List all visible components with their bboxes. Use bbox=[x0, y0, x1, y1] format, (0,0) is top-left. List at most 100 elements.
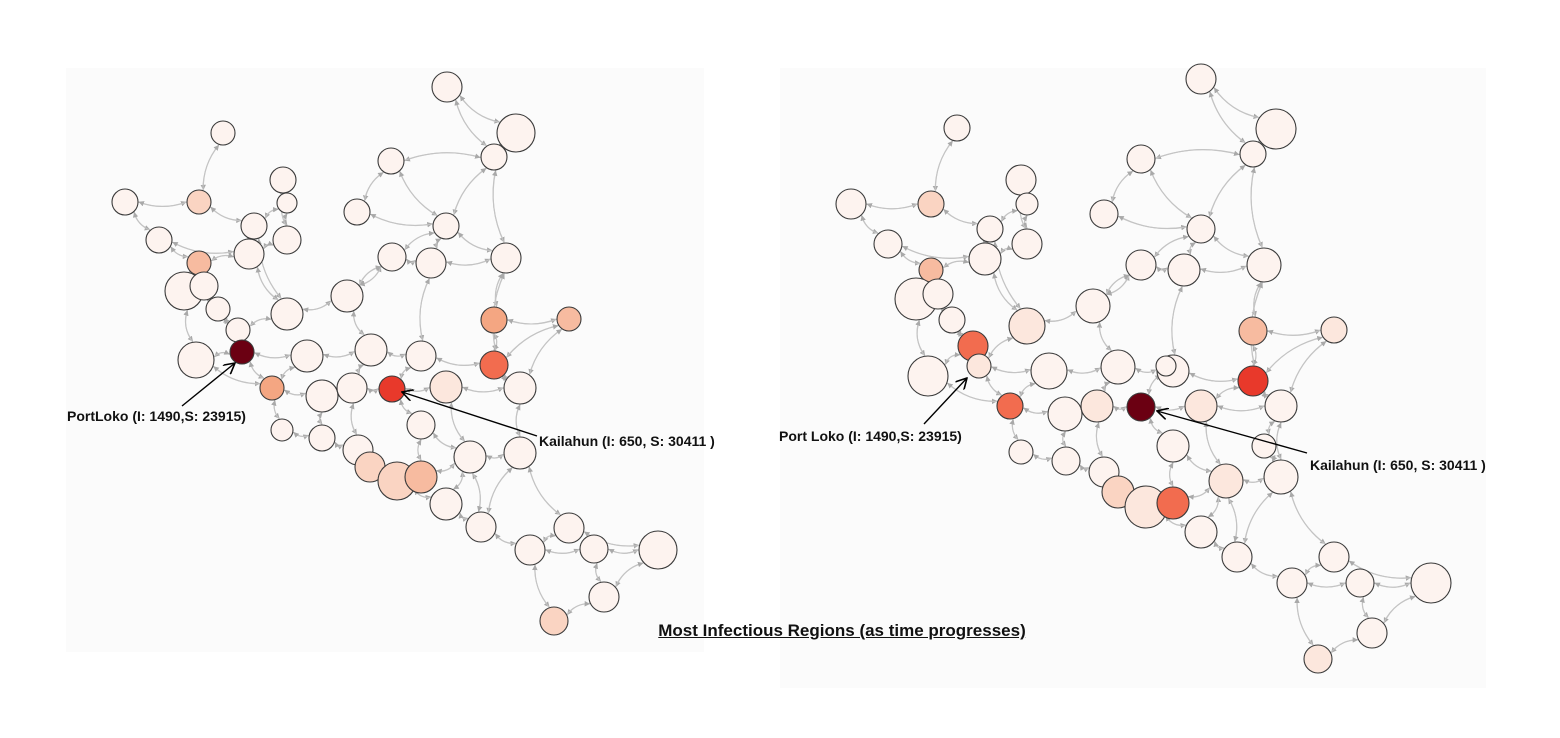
left-region-node bbox=[276, 192, 298, 214]
right-edge bbox=[1189, 242, 1196, 256]
left-region-node bbox=[354, 333, 388, 367]
left-edge bbox=[264, 206, 279, 219]
right-region-node bbox=[1080, 389, 1114, 423]
left-edge bbox=[459, 95, 501, 124]
left-edge bbox=[528, 329, 562, 376]
right-edge bbox=[1154, 149, 1240, 159]
right-portloko-arrow bbox=[923, 378, 967, 425]
left-region-node bbox=[429, 370, 463, 404]
right-network-graph bbox=[835, 63, 1452, 674]
right-edge bbox=[1044, 310, 1078, 325]
right-edge bbox=[1382, 595, 1416, 624]
right-edge bbox=[1105, 273, 1130, 296]
left-kailahun-annotation: Kailahun (I: 650, S: 30411 ) bbox=[402, 392, 715, 449]
left-edge bbox=[545, 548, 581, 555]
right-region-node bbox=[1156, 486, 1190, 520]
right-region-node bbox=[1237, 365, 1269, 397]
left-edge bbox=[486, 453, 505, 461]
left-network-nodes bbox=[111, 71, 678, 636]
right-edge bbox=[999, 245, 1013, 254]
right-edge bbox=[1111, 170, 1134, 203]
left-region-node bbox=[308, 424, 336, 452]
right-edge bbox=[1060, 431, 1067, 448]
right-edge bbox=[1148, 418, 1164, 435]
left-edge bbox=[403, 152, 481, 162]
left-edge bbox=[454, 99, 488, 147]
left-edge bbox=[302, 300, 333, 313]
right-edge bbox=[942, 258, 969, 269]
right-region-node bbox=[1345, 568, 1375, 598]
left-region-node bbox=[272, 225, 302, 255]
right-region-node bbox=[1011, 228, 1043, 260]
right-edge bbox=[1135, 367, 1158, 374]
left-edge bbox=[262, 240, 274, 250]
left-edge bbox=[210, 252, 234, 262]
right-portloko-label: Port Loko (I: 1490,S: 23915) bbox=[779, 428, 962, 444]
left-edge bbox=[433, 432, 457, 449]
right-region-node bbox=[1356, 617, 1388, 649]
left-edge bbox=[202, 144, 220, 191]
left-edge bbox=[387, 351, 407, 358]
right-region-node bbox=[1276, 567, 1308, 599]
left-region-node bbox=[405, 340, 437, 372]
right-region-node bbox=[968, 242, 1002, 276]
left-edge bbox=[495, 533, 517, 545]
left-region-node bbox=[210, 120, 236, 146]
right-edge bbox=[1213, 235, 1250, 258]
right-region-node bbox=[1089, 199, 1119, 229]
right-edge bbox=[1208, 496, 1220, 518]
left-edge bbox=[448, 402, 466, 443]
right-edge bbox=[1289, 491, 1327, 545]
left-edge bbox=[316, 412, 323, 426]
right-edge bbox=[1374, 582, 1412, 588]
right-region-node bbox=[1264, 389, 1298, 423]
figure-caption: Most Infectious Regions (as time progres… bbox=[658, 621, 1026, 640]
left-region-node bbox=[290, 339, 324, 373]
right-region-node bbox=[1255, 108, 1297, 150]
left-region-node bbox=[205, 296, 231, 322]
left-edge bbox=[293, 431, 310, 438]
right-edge bbox=[1156, 266, 1169, 273]
right-region-node bbox=[1238, 316, 1268, 346]
left-region-node bbox=[233, 238, 265, 270]
right-edge bbox=[944, 351, 961, 366]
right-region-node bbox=[1155, 355, 1177, 377]
right-edge bbox=[1289, 341, 1327, 394]
left-kailahun-arrow bbox=[402, 392, 538, 437]
right-region-node bbox=[1015, 192, 1039, 216]
right-edge bbox=[1094, 422, 1103, 458]
left-edge bbox=[446, 258, 492, 267]
right-region-node bbox=[1246, 247, 1282, 283]
left-region-node bbox=[377, 242, 407, 272]
left-edge bbox=[472, 472, 483, 512]
right-region-node bbox=[918, 257, 944, 283]
left-edge bbox=[515, 404, 521, 438]
right-edge bbox=[947, 382, 998, 403]
right-edge bbox=[1113, 405, 1128, 412]
left-edge bbox=[457, 232, 493, 252]
left-edge bbox=[527, 466, 562, 516]
left-portloko-arrow bbox=[181, 363, 235, 407]
left-region-node bbox=[270, 418, 294, 442]
right-edge bbox=[991, 366, 1032, 374]
left-edge bbox=[566, 600, 591, 616]
left-region-node bbox=[490, 242, 522, 274]
left-region-node bbox=[503, 436, 537, 470]
left-edge bbox=[487, 467, 513, 514]
left-edge bbox=[398, 399, 413, 415]
left-edge bbox=[357, 364, 364, 375]
right-region-node bbox=[1184, 389, 1218, 423]
left-edge bbox=[400, 366, 411, 380]
right-edge bbox=[1307, 582, 1347, 588]
right-region-node bbox=[1251, 433, 1277, 459]
right-edge bbox=[1019, 381, 1036, 398]
left-region-node bbox=[453, 440, 487, 474]
left-region-node bbox=[330, 279, 364, 313]
right-edge bbox=[943, 209, 979, 225]
left-portloko-label: PortLoko (I: 1490,S: 23915) bbox=[67, 408, 246, 424]
left-region-node bbox=[225, 317, 251, 343]
left-kailahun-label: Kailahun (I: 650, S: 30411 ) bbox=[539, 433, 715, 449]
right-network-edges bbox=[860, 86, 1416, 654]
right-edge bbox=[1118, 215, 1188, 230]
right-edge bbox=[934, 140, 953, 192]
